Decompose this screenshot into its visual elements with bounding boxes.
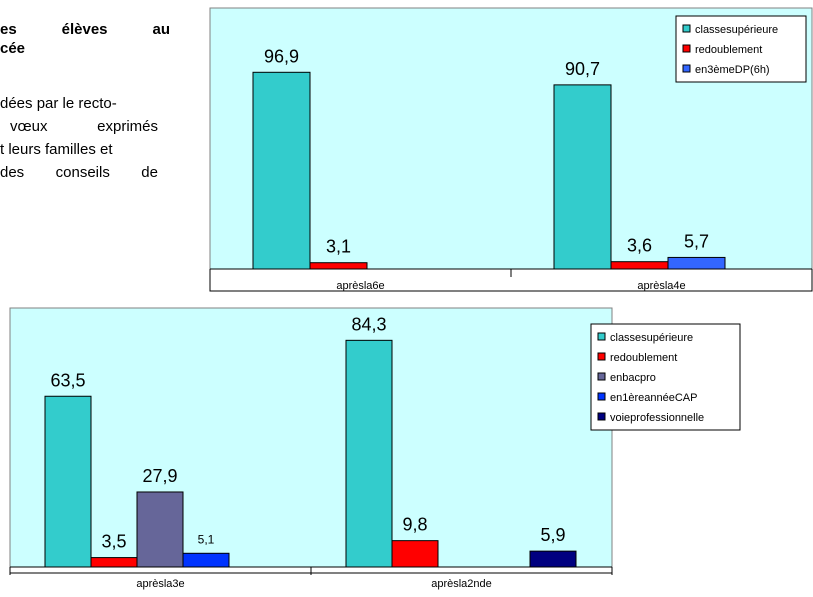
x-tick-label: aprèsla4e: [637, 280, 685, 292]
data-label: 90,7: [565, 59, 600, 79]
legend-label: voieprofessionnelle: [610, 412, 704, 424]
paragraph-word: des: [0, 164, 25, 181]
bar: [391, 540, 439, 568]
paragraph-line: vœux exprimés: [0, 115, 158, 138]
heading-line-2: cée: [0, 40, 26, 57]
data-label: 27,9: [142, 466, 177, 486]
legend: [675, 15, 807, 83]
legend-label: classesupérieure: [610, 332, 693, 344]
paragraph-word: de: [141, 164, 158, 181]
legend: [590, 323, 741, 431]
section-heading: es élèves au cée: [0, 20, 170, 58]
paragraph-line: des conseils de: [0, 161, 158, 184]
data-label: 3,5: [101, 532, 126, 552]
legend-label: redoublement: [610, 352, 677, 364]
legend-swatch: [682, 24, 691, 33]
data-label: 63,5: [50, 370, 85, 390]
bar: [136, 491, 184, 568]
legend-swatch: [597, 332, 606, 341]
legend-swatch: [682, 44, 691, 53]
bar: [553, 84, 612, 270]
x-tick-label: aprèsla2nde: [431, 578, 492, 590]
bar: [345, 339, 393, 568]
heading-word: au: [152, 21, 170, 38]
legend-label: redoublement: [695, 44, 762, 56]
bar: [44, 395, 92, 568]
data-label: 3,1: [326, 237, 351, 257]
legend-swatch: [597, 392, 606, 401]
paragraph-line: dées par le recto-: [0, 92, 158, 115]
legend-swatch: [597, 372, 606, 381]
bar: [309, 262, 368, 270]
legend-label: enbacpro: [610, 372, 656, 384]
data-label: 5,9: [540, 525, 565, 545]
legend-swatch: [682, 64, 691, 73]
body-paragraph: dées par le recto- vœux exprimés t leurs…: [0, 92, 158, 184]
legend-label: en1èreannéeCAP: [610, 392, 697, 404]
paragraph-word: exprimés: [97, 118, 158, 135]
x-tick-label: aprèsla3e: [136, 578, 184, 590]
legend-swatch: [597, 352, 606, 361]
paragraph-word: dées par le recto-: [0, 95, 117, 112]
bar: [182, 552, 230, 568]
data-label: 5,7: [684, 231, 709, 251]
paragraph-word: conseils: [55, 164, 110, 181]
paragraph-word: t leurs familles et: [0, 141, 113, 158]
data-label: 9,8: [402, 515, 427, 535]
plot-area: [9, 307, 613, 568]
data-label: 84,3: [351, 314, 386, 334]
bar: [90, 557, 138, 568]
bar: [529, 550, 577, 568]
paragraph-line: t leurs familles et: [0, 138, 158, 161]
heading-line-1: es élèves au: [0, 20, 170, 39]
data-label: 96,9: [264, 46, 299, 66]
legend-label: en3èmeDP(6h): [695, 64, 770, 76]
data-label: 5,1: [198, 532, 215, 546]
heading-word: élèves: [61, 21, 108, 38]
bar: [610, 261, 669, 270]
x-tick-label: aprèsla6e: [336, 280, 384, 292]
data-label: 3,6: [627, 236, 652, 256]
legend-label: classesupérieure: [695, 24, 778, 36]
bar: [252, 71, 311, 270]
bar: [667, 256, 726, 270]
paragraph-word: vœux: [10, 118, 48, 135]
heading-word: es: [0, 21, 17, 38]
legend-swatch: [597, 412, 606, 421]
